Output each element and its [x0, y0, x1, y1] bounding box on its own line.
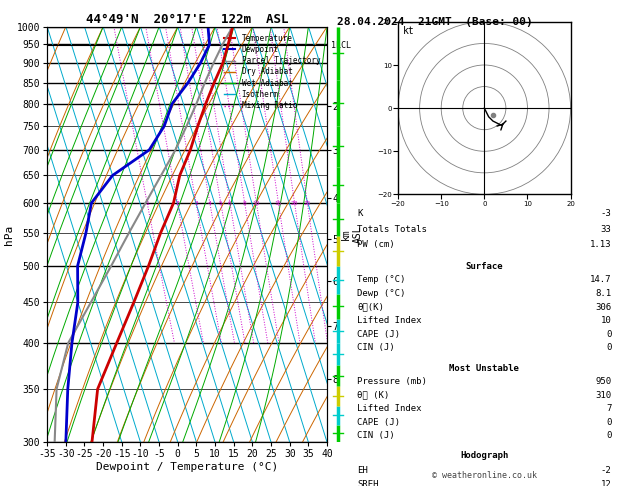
Text: 28.04.2024  21GMT  (Base: 00): 28.04.2024 21GMT (Base: 00) — [337, 17, 532, 27]
Text: 306: 306 — [595, 302, 611, 312]
Text: 10: 10 — [253, 201, 260, 206]
Text: 15: 15 — [275, 201, 282, 206]
Y-axis label: hPa: hPa — [4, 225, 14, 244]
Text: kt: kt — [403, 26, 414, 36]
Text: Temp (°C): Temp (°C) — [357, 275, 406, 284]
Text: 8: 8 — [243, 201, 247, 206]
Text: Hodograph: Hodograph — [460, 451, 508, 461]
Text: Totals Totals: Totals Totals — [357, 225, 427, 234]
Text: SREH: SREH — [357, 480, 379, 486]
Text: Dewp (°C): Dewp (°C) — [357, 289, 406, 298]
Text: 1LCL: 1LCL — [331, 41, 351, 50]
Text: CIN (J): CIN (J) — [357, 344, 395, 352]
Text: 10: 10 — [601, 316, 611, 325]
Text: 14.7: 14.7 — [590, 275, 611, 284]
Text: CIN (J): CIN (J) — [357, 431, 395, 440]
Text: 5: 5 — [219, 201, 223, 206]
Text: 0: 0 — [606, 417, 611, 427]
Text: 8.1: 8.1 — [595, 289, 611, 298]
Text: 20: 20 — [291, 201, 298, 206]
Text: 0: 0 — [606, 330, 611, 339]
Text: 7: 7 — [606, 404, 611, 413]
Y-axis label: km
ASL: km ASL — [342, 226, 363, 243]
Text: Pressure (mb): Pressure (mb) — [357, 377, 427, 386]
Text: 12: 12 — [601, 480, 611, 486]
Text: 1.13: 1.13 — [590, 240, 611, 249]
Text: 25: 25 — [304, 201, 311, 206]
Text: Most Unstable: Most Unstable — [449, 364, 520, 373]
Text: 1: 1 — [145, 201, 149, 206]
Text: EH: EH — [357, 466, 368, 475]
Text: Lifted Index: Lifted Index — [357, 316, 421, 325]
Text: 33: 33 — [601, 225, 611, 234]
Text: CAPE (J): CAPE (J) — [357, 330, 400, 339]
Title: 44°49'N  20°17'E  122m  ASL: 44°49'N 20°17'E 122m ASL — [86, 13, 288, 26]
Text: 3: 3 — [194, 201, 198, 206]
Text: 0: 0 — [606, 344, 611, 352]
Text: θᴇ (K): θᴇ (K) — [357, 391, 389, 399]
Text: 950: 950 — [595, 377, 611, 386]
Text: 310: 310 — [595, 391, 611, 399]
Text: Surface: Surface — [465, 261, 503, 271]
Text: -2: -2 — [601, 466, 611, 475]
Text: Lifted Index: Lifted Index — [357, 404, 421, 413]
Text: 0: 0 — [606, 431, 611, 440]
Text: K: K — [357, 209, 362, 218]
Text: θᴇ(K): θᴇ(K) — [357, 302, 384, 312]
Text: 4: 4 — [208, 201, 212, 206]
Text: CAPE (J): CAPE (J) — [357, 417, 400, 427]
Text: PW (cm): PW (cm) — [357, 240, 395, 249]
Text: © weatheronline.co.uk: © weatheronline.co.uk — [432, 471, 537, 480]
Text: 2: 2 — [175, 201, 179, 206]
X-axis label: Dewpoint / Temperature (°C): Dewpoint / Temperature (°C) — [96, 462, 278, 472]
Text: -3: -3 — [601, 209, 611, 218]
Legend: Temperature, Dewpoint, Parcel Trajectory, Dry Adiabat, Wet Adiabat, Isotherm, Mi: Temperature, Dewpoint, Parcel Trajectory… — [221, 31, 323, 113]
Text: 6: 6 — [228, 201, 232, 206]
